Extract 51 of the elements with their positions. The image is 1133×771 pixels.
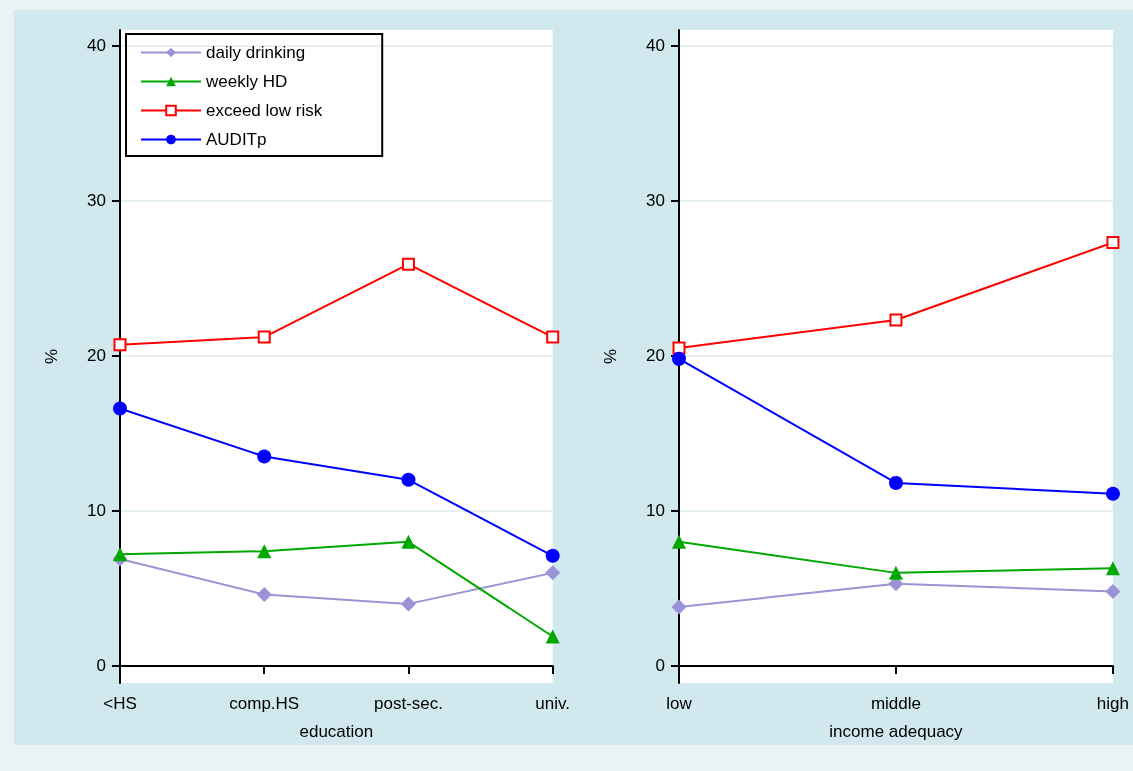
x-tick-label: univ. [535,694,570,713]
point [257,449,272,464]
y-tick-label: 10 [87,501,106,521]
point [401,472,416,487]
legend-label: AUDITp [206,130,267,149]
x-tick-label: post-sec. [373,694,443,713]
y-tick-label: 0 [655,656,665,676]
y-tick-label: 40 [87,36,106,56]
y-tick-label: 20 [87,346,106,366]
point [545,565,561,581]
point [1105,561,1120,576]
point [401,257,415,271]
point [113,338,127,352]
y-axis-title: % [42,348,61,365]
point [672,351,686,366]
point [257,330,271,344]
x-tick-label: middle [870,694,922,713]
x-tick-label: comp.HS [229,694,300,713]
point [401,534,416,549]
legend-label: daily drinking [206,43,306,62]
point [888,565,903,580]
point [400,596,416,612]
point [113,401,127,416]
x-axis-title: income adequacy [829,722,964,741]
y-axis-title: % [601,348,620,365]
x-tick-label: low [666,694,693,713]
x-tick-label: <HS [103,694,137,713]
x-tick-label: high [1096,694,1129,713]
y-tick-label: 0 [96,656,106,676]
y-tick-label: 30 [646,191,665,211]
point [888,475,903,490]
y-tick-label: 20 [646,346,665,366]
point [257,544,272,559]
x-axis-title: education [299,722,374,741]
point [545,629,560,644]
legend-label: exceed low risk [206,101,323,120]
y-tick-label: 30 [87,191,106,211]
point [672,341,686,355]
y-tick-label: 10 [646,501,665,521]
point [546,330,560,344]
point [672,534,686,549]
point [671,599,687,615]
legend-label: weekly HD [205,72,288,91]
point [1105,583,1121,599]
point [113,547,127,562]
point [256,587,272,603]
point [545,548,560,563]
point [889,313,903,327]
y-tick-label: 40 [646,36,665,56]
point [1105,486,1120,501]
point [1106,236,1120,249]
